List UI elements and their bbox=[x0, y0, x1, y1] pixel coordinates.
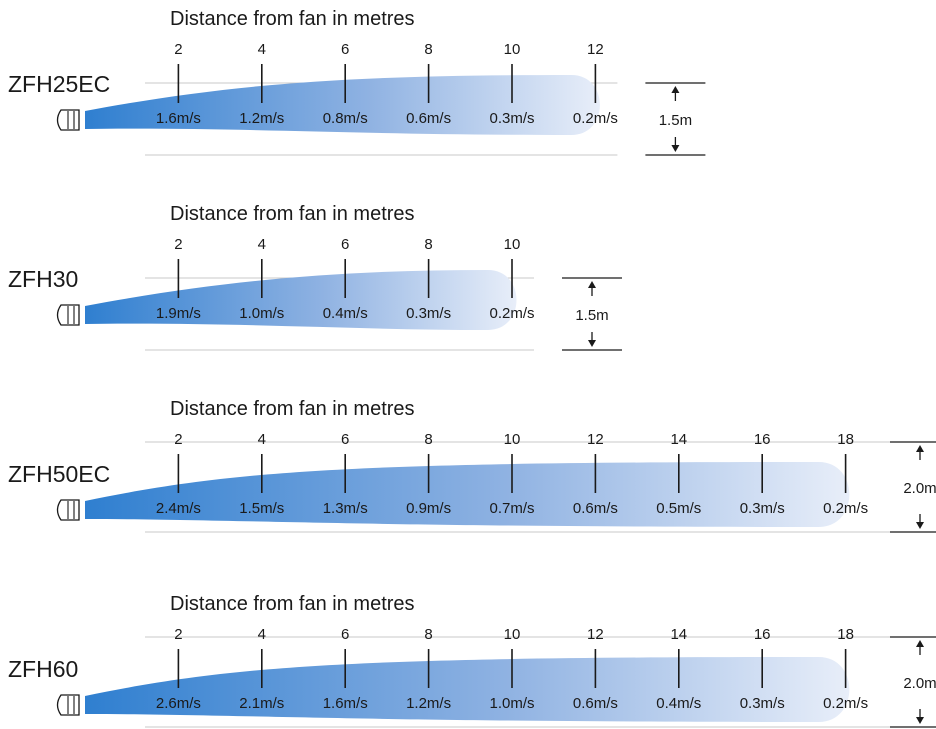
airflow-plume bbox=[85, 75, 600, 135]
velocity-label: 0.3m/s bbox=[740, 695, 785, 712]
distance-label: 6 bbox=[341, 41, 349, 58]
velocity-label: 2.1m/s bbox=[239, 695, 284, 712]
distance-heading: Distance from fan in metres bbox=[170, 8, 415, 30]
velocity-label: 0.9m/s bbox=[406, 500, 451, 517]
airflow-plume bbox=[85, 462, 850, 527]
distance-heading: Distance from fan in metres bbox=[170, 398, 415, 420]
arrow-down-icon bbox=[916, 522, 924, 529]
velocity-label: 0.6m/s bbox=[406, 110, 451, 127]
velocity-label: 0.3m/s bbox=[740, 500, 785, 517]
distance-label: 10 bbox=[504, 236, 521, 253]
distance-label: 12 bbox=[587, 431, 604, 448]
diagram-zfh60: Distance from fan in metres ZFH60 2 2.6m/s 4… bbox=[8, 593, 936, 728]
distance-label: 4 bbox=[258, 236, 266, 253]
plume-width-label: 2.0m bbox=[903, 480, 936, 497]
arrow-up-icon bbox=[916, 445, 924, 452]
airflow-plume bbox=[85, 270, 517, 330]
distance-label: 4 bbox=[258, 431, 266, 448]
distance-label: 8 bbox=[424, 431, 432, 448]
distance-label: 8 bbox=[424, 41, 432, 58]
velocity-label: 0.4m/s bbox=[656, 695, 701, 712]
velocity-label: 1.2m/s bbox=[239, 110, 284, 127]
plume-width-label: 2.0m bbox=[903, 675, 936, 692]
model-name: ZFH60 bbox=[8, 656, 78, 682]
distance-label: 2 bbox=[174, 41, 182, 58]
model-name: ZFH25EC bbox=[8, 71, 110, 97]
diagram-zfh25ec: Distance from fan in metres ZFH25EC 2 1.6m/… bbox=[8, 8, 706, 156]
distance-label: 12 bbox=[587, 41, 604, 58]
velocity-label: 1.3m/s bbox=[323, 500, 368, 517]
distance-label: 14 bbox=[670, 626, 687, 643]
distance-label: 16 bbox=[754, 431, 771, 448]
distance-label: 8 bbox=[424, 236, 432, 253]
arrow-up-icon bbox=[588, 281, 596, 288]
velocity-label: 0.2m/s bbox=[573, 110, 618, 127]
velocity-label: 0.7m/s bbox=[489, 500, 534, 517]
arrow-down-icon bbox=[671, 145, 680, 152]
distance-label: 8 bbox=[424, 626, 432, 643]
arrow-down-icon bbox=[588, 340, 596, 347]
velocity-label: 1.0m/s bbox=[489, 695, 534, 712]
airflow-plume bbox=[85, 657, 850, 722]
distance-label: 2 bbox=[174, 626, 182, 643]
velocity-label: 0.2m/s bbox=[489, 305, 534, 322]
plume-width-label: 1.5m bbox=[575, 307, 608, 324]
velocity-label: 1.9m/s bbox=[156, 305, 201, 322]
velocity-label: 0.2m/s bbox=[823, 500, 868, 517]
velocity-label: 1.2m/s bbox=[406, 695, 451, 712]
arrow-down-icon bbox=[916, 717, 924, 724]
distance-label: 6 bbox=[341, 236, 349, 253]
velocity-label: 0.3m/s bbox=[406, 305, 451, 322]
arrow-up-icon bbox=[916, 640, 924, 647]
fan-nozzle-icon bbox=[56, 109, 80, 131]
distance-label: 2 bbox=[174, 431, 182, 448]
velocity-label: 2.4m/s bbox=[156, 500, 201, 517]
velocity-label: 0.8m/s bbox=[323, 110, 368, 127]
velocity-label: 0.5m/s bbox=[656, 500, 701, 517]
velocity-label: 0.6m/s bbox=[573, 500, 618, 517]
distance-label: 6 bbox=[341, 431, 349, 448]
plume-width-label: 1.5m bbox=[659, 112, 692, 129]
distance-label: 14 bbox=[670, 431, 687, 448]
velocity-label: 2.6m/s bbox=[156, 695, 201, 712]
model-name: ZFH30 bbox=[8, 266, 78, 292]
fan-nozzle-icon bbox=[56, 694, 80, 716]
arrow-up-icon bbox=[671, 86, 680, 93]
fan-nozzle-icon bbox=[56, 304, 80, 326]
distance-label: 10 bbox=[504, 431, 521, 448]
velocity-label: 0.4m/s bbox=[323, 305, 368, 322]
distance-label: 2 bbox=[174, 236, 182, 253]
distance-heading: Distance from fan in metres bbox=[170, 203, 415, 225]
distance-label: 10 bbox=[504, 626, 521, 643]
distance-label: 18 bbox=[837, 431, 854, 448]
distance-label: 12 bbox=[587, 626, 604, 643]
velocity-label: 1.6m/s bbox=[323, 695, 368, 712]
velocity-label: 1.0m/s bbox=[239, 305, 284, 322]
distance-label: 18 bbox=[837, 626, 854, 643]
velocity-label: 0.3m/s bbox=[489, 110, 534, 127]
velocity-label: 0.2m/s bbox=[823, 695, 868, 712]
distance-label: 4 bbox=[258, 626, 266, 643]
velocity-label: 1.6m/s bbox=[156, 110, 201, 127]
distance-label: 6 bbox=[341, 626, 349, 643]
distance-label: 16 bbox=[754, 626, 771, 643]
distance-heading: Distance from fan in metres bbox=[170, 593, 415, 615]
distance-label: 10 bbox=[504, 41, 521, 58]
diagram-zfh30: Distance from fan in metres ZFH30 2 1.9m/s 4… bbox=[8, 203, 622, 351]
velocity-label: 0.6m/s bbox=[573, 695, 618, 712]
fan-nozzle-icon bbox=[56, 499, 80, 521]
model-name: ZFH50EC bbox=[8, 461, 110, 487]
diagram-zfh50ec: Distance from fan in metres ZFH50EC 2 2.4m/… bbox=[8, 398, 936, 533]
distance-label: 4 bbox=[258, 41, 266, 58]
velocity-label: 1.5m/s bbox=[239, 500, 284, 517]
